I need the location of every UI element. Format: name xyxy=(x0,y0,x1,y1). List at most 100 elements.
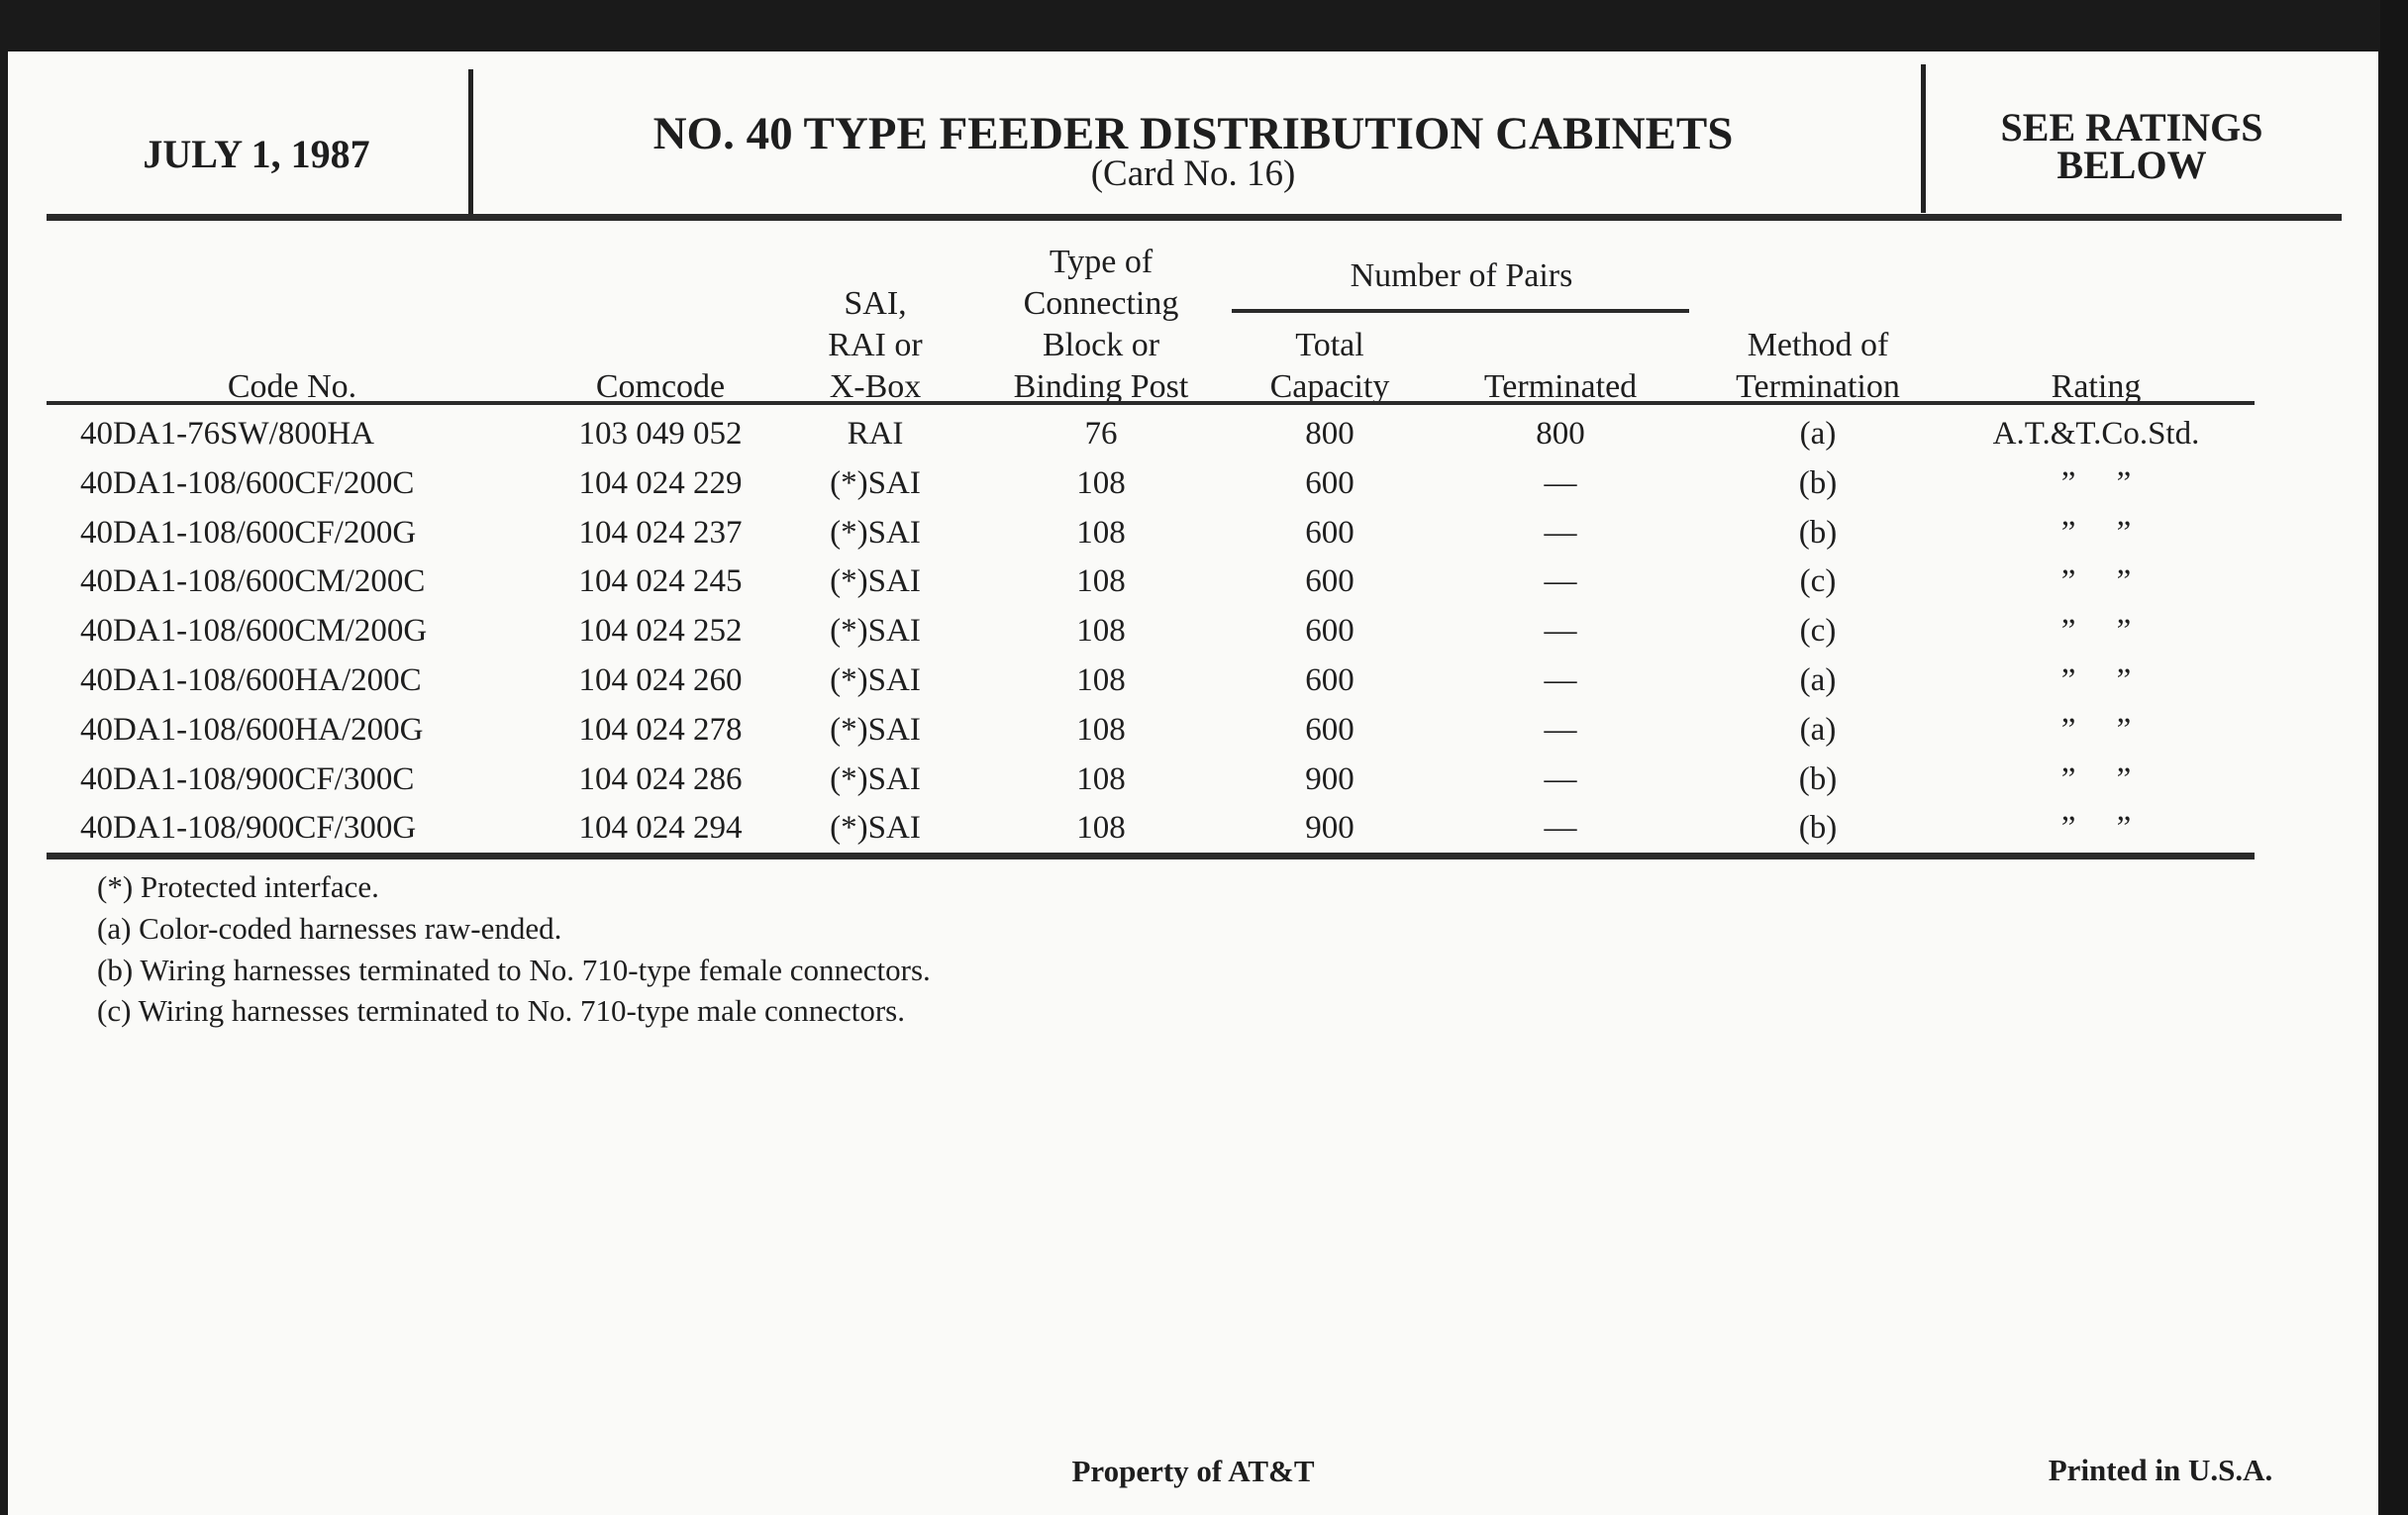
cell-type: 108 xyxy=(1076,613,1126,650)
col-method: Method of Termination xyxy=(1736,325,1900,408)
cell-code: 40DA1-108/600CF/200C xyxy=(80,464,415,501)
footnote-a: (a) Color-coded harnesses raw-ended. xyxy=(97,911,562,946)
cell-sai: (*)SAI xyxy=(830,760,921,797)
cell-sai: (*)SAI xyxy=(830,464,921,501)
header-bottom-rule xyxy=(47,401,2255,405)
cell-comcode: 104 024 260 xyxy=(578,662,743,698)
footnote-c: (c) Wiring harnesses terminated to No. 7… xyxy=(97,993,905,1028)
cell-code: 40DA1-76SW/800HA xyxy=(80,416,374,452)
cell-sai: (*)SAI xyxy=(830,613,921,650)
cell-rating: ” ” xyxy=(2060,662,2132,698)
col-connecting-type: Type of Connecting Block or Binding Post xyxy=(1014,242,1189,408)
cell-total: 900 xyxy=(1305,760,1354,797)
cell-method: (b) xyxy=(1798,760,1838,797)
cell-rating: ” ” xyxy=(2060,613,2132,650)
cell-sai: (*)SAI xyxy=(830,563,921,600)
table-row: 40DA1-108/600CM/200C 104 024 245 (*)SAI 108… xyxy=(8,561,2378,611)
cell-terminated: — xyxy=(1544,464,1577,501)
table-row: 40DA1-108/600CF/200C 104 024 229 (*)SAI 108… xyxy=(8,463,2378,513)
cell-sai: (*)SAI xyxy=(830,662,921,698)
cell-method: (b) xyxy=(1798,514,1838,551)
col-type-line1: Type of xyxy=(1049,244,1154,280)
cell-rating: ” ” xyxy=(2060,563,2132,600)
cell-comcode: 104 024 294 xyxy=(578,810,743,847)
cell-type: 108 xyxy=(1076,514,1126,551)
cell-type: 108 xyxy=(1076,662,1126,698)
card-date: JULY 1, 1987 xyxy=(143,132,370,176)
table-bottom-rule xyxy=(47,853,2255,859)
col-sai: SAI, RAI or X-Box xyxy=(828,283,922,408)
group-number-of-pairs: Number of Pairs xyxy=(1350,257,1573,294)
cell-code: 40DA1-108/600HA/200C xyxy=(80,662,422,698)
cell-type: 108 xyxy=(1076,464,1126,501)
cell-method: (c) xyxy=(1799,563,1837,600)
cell-comcode: 104 024 278 xyxy=(578,711,743,748)
cell-type: 76 xyxy=(1084,416,1118,452)
header-divider-left xyxy=(468,69,473,216)
cell-method: (c) xyxy=(1799,613,1837,650)
cell-terminated: — xyxy=(1544,514,1577,551)
cell-method: (a) xyxy=(1799,662,1837,698)
col-type-line4: Binding Post xyxy=(1013,368,1189,405)
cell-rating: ” ” xyxy=(2060,464,2132,501)
table-row: 40DA1-108/900CF/300G 104 024 294 (*)SAI 108… xyxy=(8,808,2378,858)
cell-rating: ” ” xyxy=(2060,514,2132,551)
cell-sai: RAI xyxy=(847,416,904,452)
reference-card: JULY 1, 1987 NO. 40 TYPE FEEDER DISTRIBU… xyxy=(8,51,2378,1515)
footer-property: Property of AT&T xyxy=(1071,1454,1315,1488)
cell-total: 600 xyxy=(1305,563,1354,600)
header-divider-right xyxy=(1921,64,1926,213)
cell-method: (b) xyxy=(1798,464,1838,501)
col-method-line2: Termination xyxy=(1736,368,1900,405)
cell-sai: (*)SAI xyxy=(830,514,921,551)
table-row: 40DA1-108/900CF/300C 104 024 286 (*)SAI 108… xyxy=(8,759,2378,809)
cell-code: 40DA1-108/900CF/300G xyxy=(80,810,417,847)
col-comcode: Comcode xyxy=(595,368,726,405)
col-sai-line1: SAI, xyxy=(844,285,907,322)
cell-terminated: — xyxy=(1544,760,1577,797)
cell-rating: ” ” xyxy=(2060,810,2132,847)
table-row: 40DA1-76SW/800HA 103 049 052 RAI 76 800 800 (a… xyxy=(8,414,2378,463)
cell-total: 600 xyxy=(1305,464,1354,501)
cell-total: 900 xyxy=(1305,810,1354,847)
cell-comcode: 103 049 052 xyxy=(578,416,743,452)
rating-note: SEE RATINGS BELOW xyxy=(2000,105,2263,187)
card-subtitle: (Card No. 16) xyxy=(1090,153,1296,194)
cell-comcode: 104 024 245 xyxy=(578,563,743,600)
col-sai-line3: X-Box xyxy=(829,368,922,405)
col-type-line3: Block or xyxy=(1042,327,1160,363)
table-row: 40DA1-108/600CF/200G 104 024 237 (*)SAI 108… xyxy=(8,513,2378,562)
cell-comcode: 104 024 229 xyxy=(578,464,743,501)
cell-type: 108 xyxy=(1076,563,1126,600)
col-method-line1: Method of xyxy=(1747,327,1889,363)
cell-terminated: — xyxy=(1544,563,1577,600)
cell-method: (a) xyxy=(1799,711,1837,748)
cell-rating: ” ” xyxy=(2060,760,2132,797)
footnote-b: (b) Wiring harnesses terminated to No. 7… xyxy=(97,953,931,987)
cell-code: 40DA1-108/600CM/200G xyxy=(80,613,428,650)
cell-total: 600 xyxy=(1305,514,1354,551)
cell-sai: (*)SAI xyxy=(830,711,921,748)
col-sai-line2: RAI or xyxy=(828,327,923,363)
cell-terminated: — xyxy=(1544,613,1577,650)
col-code-no: Code No. xyxy=(227,368,357,405)
footer-printed: Printed in U.S.A. xyxy=(2048,1453,2273,1487)
cell-terminated: — xyxy=(1544,711,1577,748)
cell-sai: (*)SAI xyxy=(830,810,921,847)
scan-edge xyxy=(2380,0,2408,1515)
cell-code: 40DA1-108/600HA/200G xyxy=(80,711,424,748)
cell-terminated: — xyxy=(1544,662,1577,698)
col-type-line2: Connecting xyxy=(1023,285,1179,322)
cell-rating: ” ” xyxy=(2060,711,2132,748)
cell-total: 600 xyxy=(1305,711,1354,748)
rating-note-line1: SEE RATINGS xyxy=(2000,105,2263,150)
rating-note-line2: BELOW xyxy=(2057,143,2207,187)
cell-total: 600 xyxy=(1305,662,1354,698)
cell-total: 600 xyxy=(1305,613,1354,650)
table-row: 40DA1-108/600CM/200G 104 024 252 (*)SAI 108… xyxy=(8,611,2378,660)
cell-terminated: 800 xyxy=(1536,416,1585,452)
cell-comcode: 104 024 286 xyxy=(578,760,743,797)
cell-total: 800 xyxy=(1305,416,1354,452)
cell-comcode: 104 024 252 xyxy=(578,613,743,650)
cell-rating: A.T.&T.Co.Std. xyxy=(1992,416,2200,452)
